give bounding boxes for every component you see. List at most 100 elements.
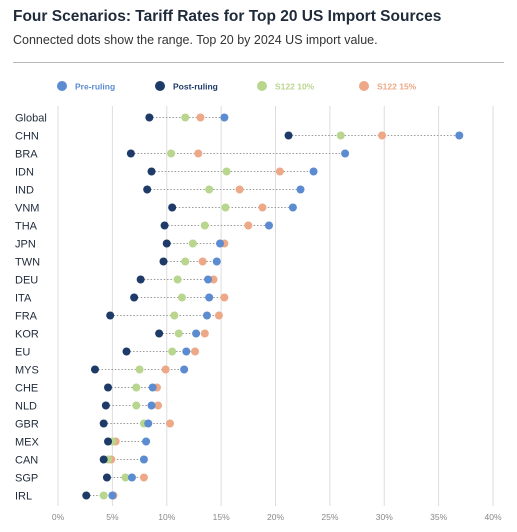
- dot-pre: [216, 239, 225, 248]
- x-tick-label: 40%: [484, 512, 501, 522]
- row-label: ITA: [15, 293, 32, 305]
- dot-pre: [309, 167, 318, 176]
- row-label: CHE: [15, 383, 38, 395]
- dot-s15: [139, 473, 148, 482]
- dot-pre: [341, 149, 350, 158]
- row-label: NLD: [15, 401, 37, 413]
- dot-s15: [244, 221, 253, 230]
- dot-pre: [202, 311, 211, 320]
- row-label: IRL: [15, 491, 32, 503]
- dot-s15: [161, 365, 170, 374]
- dot-pre: [144, 419, 153, 428]
- gridlines: [57, 106, 494, 506]
- legend-label-s10: S122 10%: [275, 82, 315, 92]
- x-tick-label: 0%: [52, 512, 65, 522]
- dot-s15: [258, 203, 267, 212]
- dot-s10: [167, 149, 176, 158]
- dot-s15: [200, 329, 209, 338]
- dot-pre: [139, 455, 148, 464]
- dot-pre: [205, 293, 214, 302]
- dot-s15: [378, 131, 387, 140]
- dot-pre: [148, 383, 157, 392]
- dot-pre: [142, 437, 151, 446]
- dot-s15: [214, 311, 223, 320]
- row-label: EU: [15, 347, 30, 359]
- dot-s10: [188, 239, 197, 248]
- dot-post: [99, 455, 108, 464]
- title-divider: [13, 62, 504, 63]
- row-label: MYS: [15, 365, 39, 377]
- row-label: TWN: [15, 257, 40, 269]
- dot-s15: [198, 257, 207, 266]
- dot-s15: [166, 419, 175, 428]
- x-tick-label: 35%: [430, 512, 447, 522]
- row-label: THA: [15, 221, 38, 233]
- dot-s15: [220, 293, 229, 302]
- x-tick-label: 25%: [321, 512, 338, 522]
- dot-post: [168, 203, 177, 212]
- dot-s10: [205, 185, 214, 194]
- dot-pre: [220, 113, 229, 122]
- row-label: CAN: [15, 455, 38, 467]
- dot-pre: [108, 491, 117, 500]
- dot-s10: [132, 401, 141, 410]
- dot-s15: [194, 149, 203, 158]
- dot-s10: [170, 311, 179, 320]
- dot-s10: [221, 203, 230, 212]
- dot-post: [101, 401, 110, 410]
- dot-s10: [132, 383, 141, 392]
- row-label: IDN: [15, 167, 34, 179]
- legend-label-post: Post-ruling: [173, 82, 218, 92]
- row-label: JPN: [15, 239, 36, 251]
- row-label: CHN: [15, 131, 39, 143]
- rows: Global CHN BRA IDN IND VNM THA JPN TWN DEU ITA FRA K…: [15, 113, 464, 503]
- dot-pre: [192, 329, 201, 338]
- dot-post: [162, 239, 171, 248]
- dot-pre: [264, 221, 273, 230]
- dot-pre: [147, 401, 156, 410]
- x-tick-label: 10%: [158, 512, 175, 522]
- row-label: MEX: [15, 437, 40, 449]
- chart-title: Four Scenarios: Tariff Rates for Top 20 …: [13, 8, 442, 25]
- dot-s15: [154, 401, 163, 410]
- dot-post: [147, 167, 156, 176]
- legend-label-s15: S122 15%: [377, 82, 417, 92]
- dot-post: [160, 221, 169, 230]
- row-label: GBR: [15, 419, 39, 431]
- dot-pre: [212, 257, 221, 266]
- dot-post: [136, 275, 145, 284]
- row-label: FRA: [15, 311, 38, 323]
- legend: Pre-ruling Post-ruling S122 10% S122 15%: [57, 81, 417, 92]
- dot-post: [145, 113, 154, 122]
- dot-s10: [181, 113, 190, 122]
- row-label: IND: [15, 185, 34, 197]
- dot-s10: [336, 131, 345, 140]
- dot-s10: [168, 347, 177, 356]
- x-tick-label: 5%: [106, 512, 119, 522]
- dot-post: [122, 347, 131, 356]
- chart-subtitle: Connected dots show the range. Top 20 by…: [13, 33, 378, 47]
- dot-post: [143, 185, 152, 194]
- dot-s15: [196, 113, 205, 122]
- dot-post: [90, 365, 99, 374]
- dot-s10: [99, 491, 108, 500]
- dot-s10: [200, 221, 209, 230]
- dot-s10: [173, 275, 182, 284]
- x-axis: 0% 5% 10% 15% 20% 25% 30% 35% 40%: [52, 512, 502, 522]
- dot-post: [126, 149, 135, 158]
- dot-s10: [135, 365, 144, 374]
- row-label: Global: [15, 113, 47, 125]
- dot-s10: [177, 293, 186, 302]
- dot-post: [82, 491, 91, 500]
- dot-post: [102, 473, 111, 482]
- dot-post: [159, 257, 168, 266]
- legend-marker-s15: [359, 81, 369, 91]
- legend-marker-pre: [57, 81, 67, 91]
- dot-s10: [121, 473, 130, 482]
- dot-s10: [222, 167, 231, 176]
- dot-s15: [275, 167, 284, 176]
- dot-pre: [180, 365, 189, 374]
- dot-pre: [204, 275, 213, 284]
